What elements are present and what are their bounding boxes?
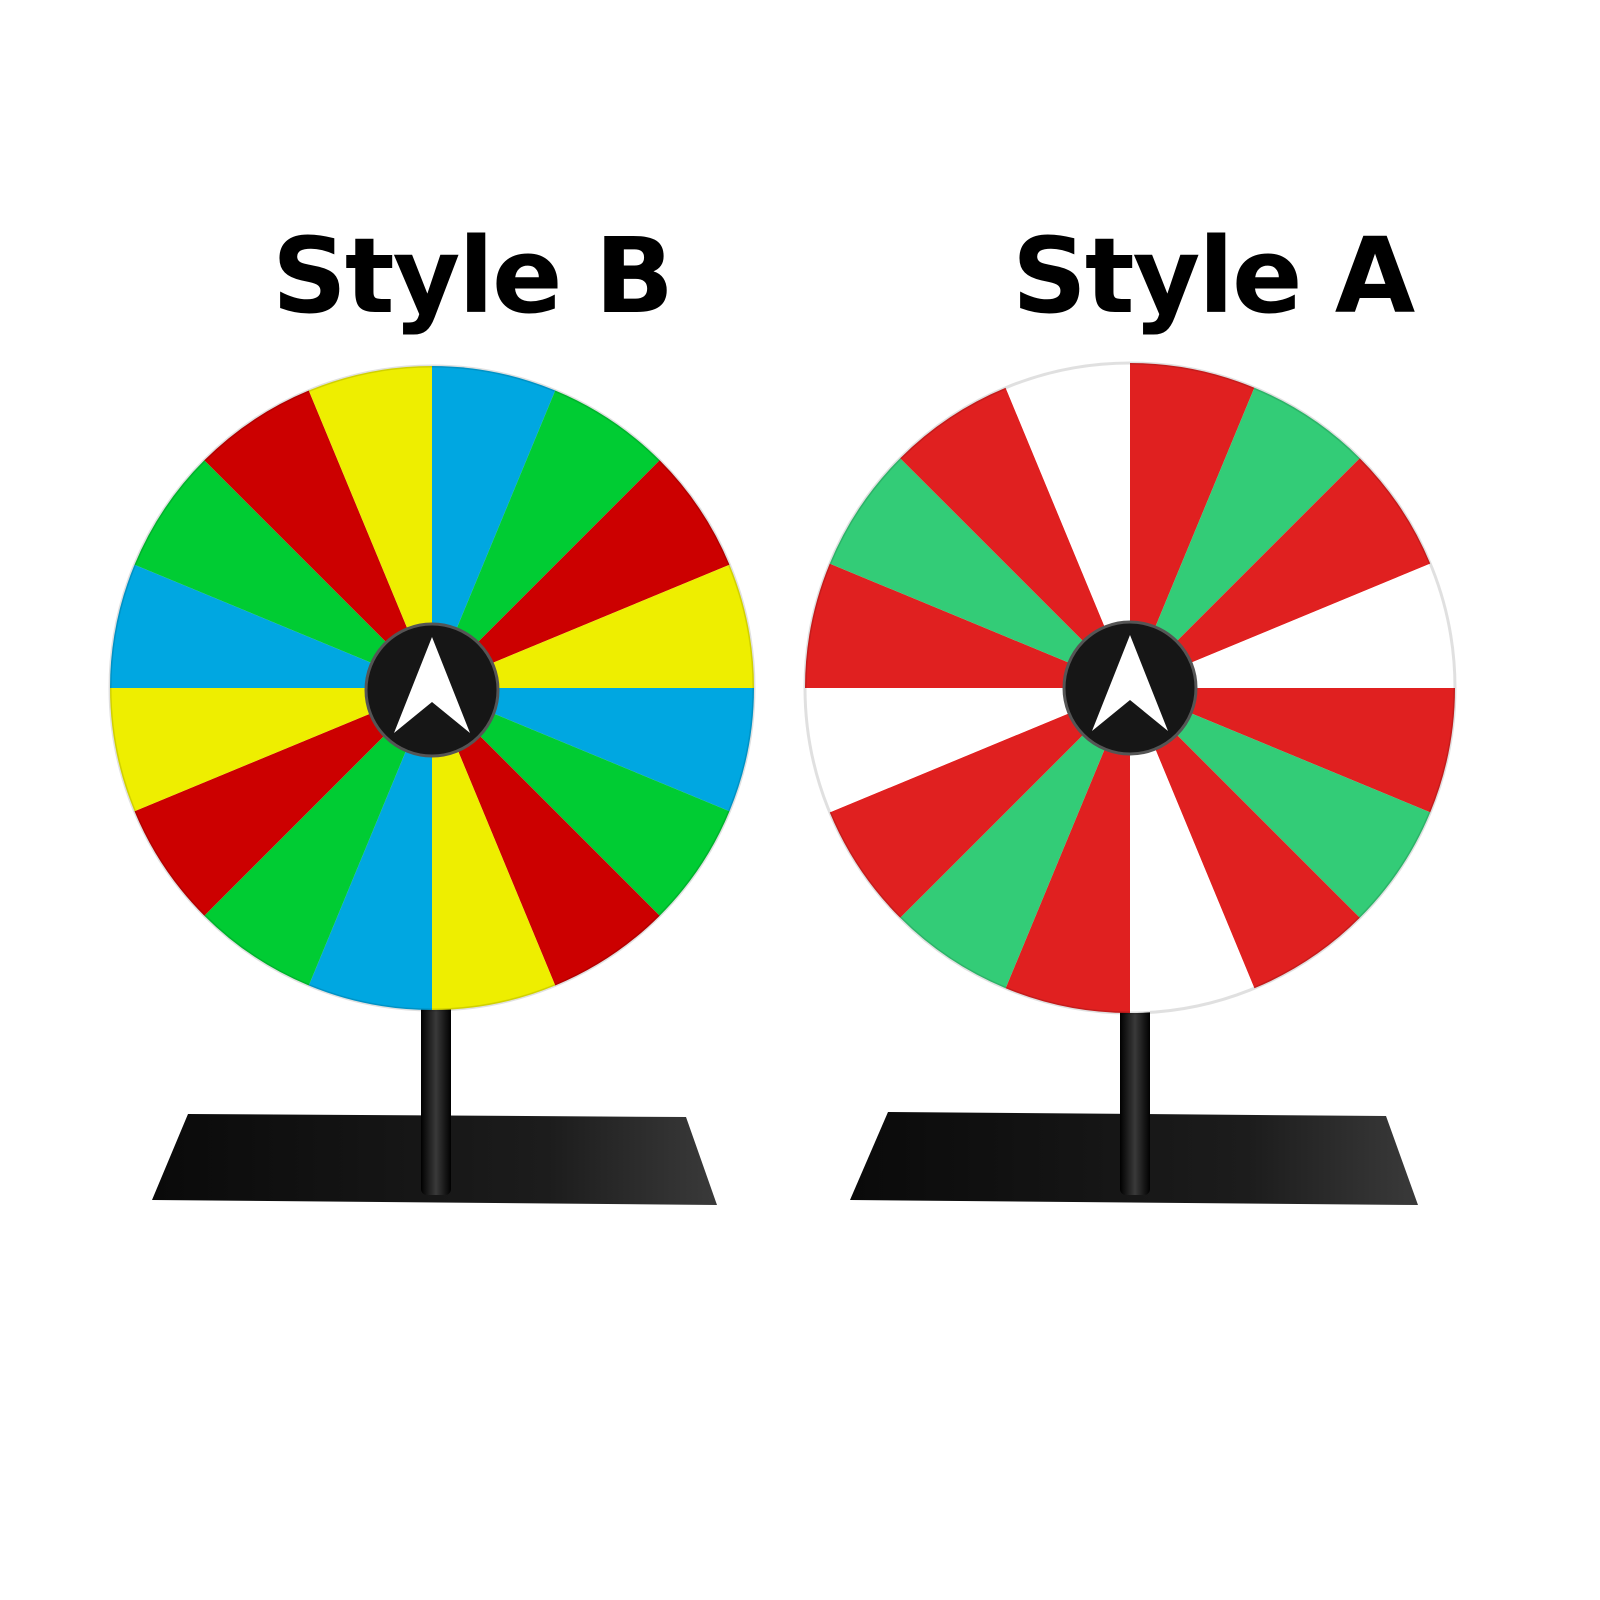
wheel-segment [204,688,432,986]
wheel-segment [1130,688,1255,1013]
wheel-segment [432,366,556,688]
arrow-pointer-icon [1092,635,1168,731]
wheel-segment [1130,387,1360,688]
wheel-segment [829,458,1130,688]
style-a-label: Style A [1012,215,1415,337]
wheel-segment [432,564,754,688]
wheel-segment [805,563,1130,688]
wheel-segment [134,688,432,916]
wheel-segment [805,688,1130,813]
style-b-label: Style B [272,215,674,337]
wheel-segment [110,564,432,688]
wheel-segment [432,460,730,688]
wheel-segment [1005,363,1130,688]
wheel-segment [1130,688,1431,918]
style-b-stand [152,1000,717,1205]
wheel-rim [108,364,756,1012]
wheel-segment [308,366,432,688]
wheel-segment [1130,563,1455,688]
wheel-segment [134,460,432,688]
wheel-segment [1130,458,1431,688]
style-a-wheel[interactable] [803,361,1457,1015]
wheel-segment [432,390,660,688]
wheel-segment [1005,688,1130,1013]
wheel-segment [110,688,432,812]
wheel-rim [803,361,1457,1015]
wheel-segment [308,688,432,1010]
wheel-segment [900,387,1130,688]
style-b-wheel[interactable] [108,364,756,1012]
wheel-segment [432,688,730,916]
stand-pole [1120,1000,1150,1195]
wheel-segment [432,688,754,812]
wheel-segment [1130,688,1360,989]
wheel-segment [1130,363,1255,688]
wheel-segment [204,390,432,688]
arrow-pointer-icon [394,637,470,733]
wheel-segment [1130,688,1455,813]
style-a-stand [850,1000,1418,1205]
wheel-segment [900,688,1130,989]
wheel-segment [829,688,1130,918]
stand-pole [421,1000,451,1195]
wheel-segment [432,688,660,986]
wheel-segment [432,688,556,1010]
